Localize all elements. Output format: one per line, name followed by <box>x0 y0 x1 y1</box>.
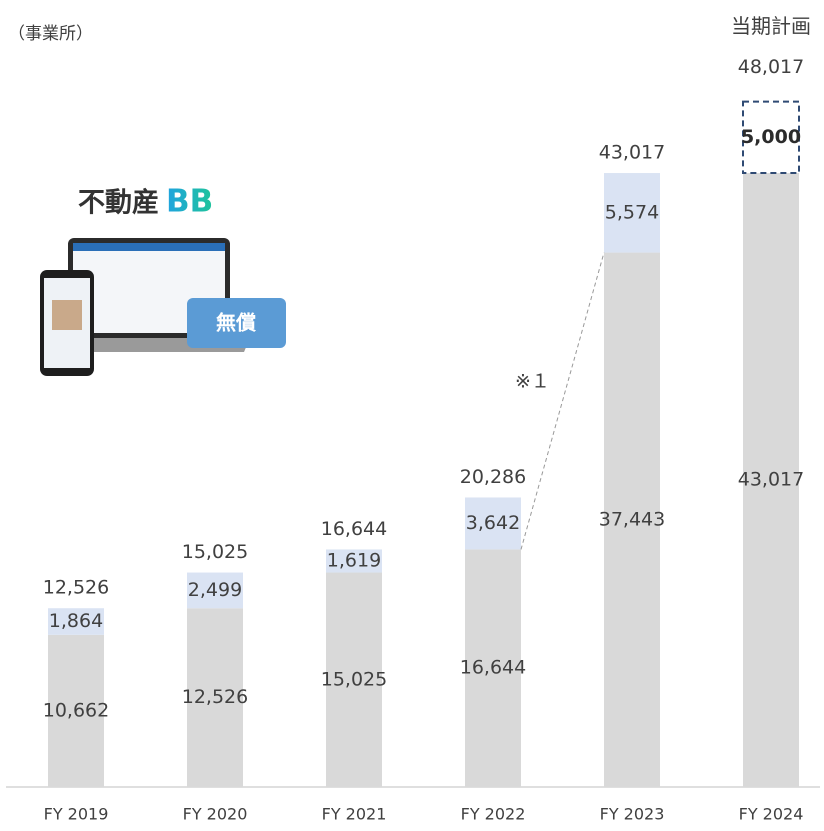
value-label: 5,000 <box>741 126 801 148</box>
x-tick-label: FY 2019 <box>44 805 109 824</box>
x-tick-label: FY 2020 <box>183 805 248 824</box>
value-label: 3,642 <box>466 512 520 534</box>
value-label: 16,644 <box>460 657 526 679</box>
bar-segment <box>742 100 800 175</box>
total-label: 48,017 <box>738 56 804 78</box>
x-tick-label: FY 2023 <box>600 805 665 824</box>
bar-segment <box>48 608 104 635</box>
value-label: 2,499 <box>188 579 242 601</box>
note: ※１ <box>515 371 550 393</box>
bar-segment <box>743 173 799 787</box>
bar-segment <box>187 608 243 787</box>
bar-segment <box>326 572 382 787</box>
product-logo: BB <box>166 184 213 220</box>
value-label: 37,443 <box>599 508 665 530</box>
bar-segment <box>326 549 382 573</box>
product-name: 不動産 <box>78 187 159 219</box>
badge-text: 無償 <box>216 311 257 335</box>
bar-segment <box>48 634 104 787</box>
x-tick-label: FY 2022 <box>461 805 526 824</box>
laptop-header <box>73 243 225 251</box>
bar-segment <box>187 572 243 609</box>
total-label: 16,644 <box>321 518 387 540</box>
value-label: 15,025 <box>321 668 387 690</box>
bar-segment <box>465 497 521 550</box>
bar-segment <box>604 173 660 253</box>
bar-segment <box>604 252 660 787</box>
total-label: 20,286 <box>460 466 526 488</box>
x-tick-label: FY 2021 <box>322 805 387 824</box>
total-label: 15,025 <box>182 541 248 563</box>
value-label: 12,526 <box>182 686 248 708</box>
x-tick-label: FY 2024 <box>739 805 804 824</box>
value-label: 1,619 <box>327 549 381 571</box>
value-label: 5,574 <box>605 201 659 223</box>
product-illustration: 不動産 BB 無償 <box>40 184 286 376</box>
unit-label: （事業所） <box>8 24 93 44</box>
value-label: 43,017 <box>738 469 804 491</box>
badge-box <box>187 298 286 348</box>
phone-image <box>52 300 82 330</box>
total-label: 43,017 <box>599 142 665 164</box>
value-label: 10,662 <box>43 699 109 721</box>
value-label: 1,864 <box>49 610 103 632</box>
connector <box>520 252 605 550</box>
plan-label: 当期計画 <box>731 14 811 38</box>
bar-segment <box>465 549 521 787</box>
total-label: 12,526 <box>43 577 109 599</box>
